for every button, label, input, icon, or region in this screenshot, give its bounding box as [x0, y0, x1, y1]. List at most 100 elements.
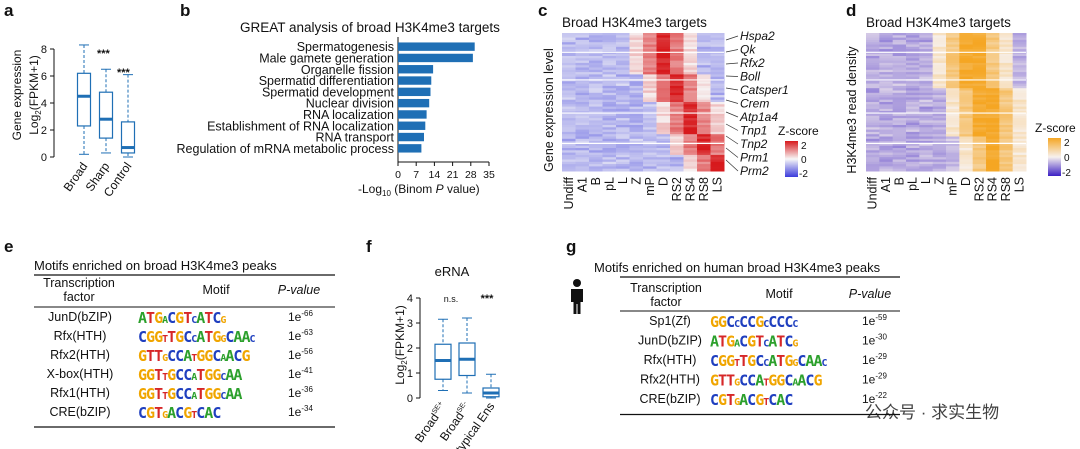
heat-cell	[999, 42, 1014, 45]
heat-cell	[959, 39, 974, 43]
heat-cell	[562, 56, 576, 59]
heat-cell	[972, 143, 987, 147]
heat-cell	[919, 35, 934, 39]
tf-name: Rfx1(HTH)	[50, 386, 110, 400]
heat-cell	[656, 138, 671, 142]
heat-cell	[643, 67, 657, 71]
heat-cell	[643, 56, 657, 59]
heat-cell	[670, 122, 684, 126]
heat-cell	[602, 166, 617, 170]
heat-cell	[919, 37, 934, 41]
heat-cell	[946, 131, 960, 135]
heat-cell	[906, 95, 920, 98]
heat-cell	[932, 102, 947, 105]
heat-cell	[656, 60, 671, 64]
heat-cell	[986, 131, 1000, 135]
heat-cell	[643, 104, 657, 108]
heat-cell	[906, 122, 920, 126]
heat-cell	[575, 150, 590, 154]
heat-cell	[946, 85, 960, 89]
motif-logo: GGTTGCCATGGCAA	[138, 366, 242, 384]
heat-cell	[589, 150, 603, 154]
heat-cell	[670, 106, 684, 110]
heat-cell	[1012, 136, 1027, 140]
heat-cell	[986, 161, 1000, 165]
heat-cell	[656, 67, 671, 71]
tf-name: Rfx(HTH)	[644, 353, 697, 367]
heat-cell	[879, 90, 894, 94]
heat-cell	[697, 157, 711, 160]
heat-cell	[629, 35, 644, 39]
heat-cell	[1012, 81, 1027, 85]
heat-cell	[906, 141, 920, 144]
motif-logo: GGTTGCCATGGCAA	[138, 385, 242, 403]
heat-cell	[575, 120, 590, 124]
heat-cell	[629, 95, 644, 98]
heat-cell	[972, 115, 987, 119]
heat-cell	[629, 106, 644, 110]
heat-cell	[932, 115, 947, 119]
heat-cell	[866, 164, 880, 167]
heat-cell	[986, 115, 1000, 119]
heat-cell	[656, 99, 671, 103]
heat-cell	[919, 166, 934, 170]
heat-cell	[656, 46, 671, 50]
heat-cell	[575, 154, 590, 158]
heat-cell	[589, 148, 603, 151]
heat-cell	[946, 35, 960, 39]
c-legend-tick-low: -2	[799, 169, 808, 180]
heat-cell	[710, 154, 725, 158]
heat-cell	[710, 115, 725, 119]
heat-cell	[589, 35, 603, 39]
heat-cell	[919, 76, 934, 80]
heat-cell	[616, 60, 630, 64]
heat-cell	[906, 35, 920, 39]
heat-cell	[892, 42, 907, 45]
heat-cell	[879, 164, 894, 167]
heat-cell	[562, 104, 576, 108]
heat-cell	[683, 120, 698, 124]
heat-cell	[986, 164, 1000, 167]
heat-cell	[589, 159, 603, 163]
box-2	[482, 373, 500, 399]
heat-cell	[616, 90, 630, 94]
gene-leader	[725, 123, 739, 131]
heat-cell	[866, 104, 880, 108]
heat-cell	[602, 65, 617, 68]
heat-cell	[629, 72, 644, 75]
heat-cell	[643, 108, 657, 112]
heat-cell	[866, 125, 880, 128]
gene-leader	[725, 35, 739, 41]
heat-cell	[602, 122, 617, 126]
column-label: RS8	[999, 177, 1013, 201]
heat-cell	[575, 141, 590, 144]
heat-cell	[959, 99, 974, 103]
heat-cell	[670, 74, 684, 78]
heat-cell	[710, 92, 725, 96]
y-tick-label: 1	[407, 368, 413, 380]
heat-cell	[986, 143, 1000, 147]
heat-cell	[643, 65, 657, 68]
heat-cell	[683, 49, 698, 52]
heat-cell	[866, 46, 880, 50]
heat-cell	[697, 136, 711, 140]
heat-cell	[892, 76, 907, 80]
heat-cell	[866, 97, 880, 101]
heat-cell	[906, 134, 920, 137]
f-sig-1: n.s.	[444, 294, 459, 304]
heat-cell	[670, 148, 684, 151]
heat-cell	[575, 113, 590, 117]
heat-cell	[670, 76, 684, 80]
heat-cell	[932, 81, 947, 85]
heat-cell	[656, 159, 671, 163]
y-tick-label: 8	[41, 44, 47, 56]
e-header-tf-2: factor	[63, 290, 94, 304]
heat-cell	[866, 56, 880, 59]
heat-cell	[892, 58, 907, 62]
heat-cell	[932, 95, 947, 98]
heat-cell	[946, 143, 960, 147]
x-tick-label: 7	[413, 169, 419, 181]
heat-cell	[946, 81, 960, 85]
column-label: D	[959, 177, 973, 186]
